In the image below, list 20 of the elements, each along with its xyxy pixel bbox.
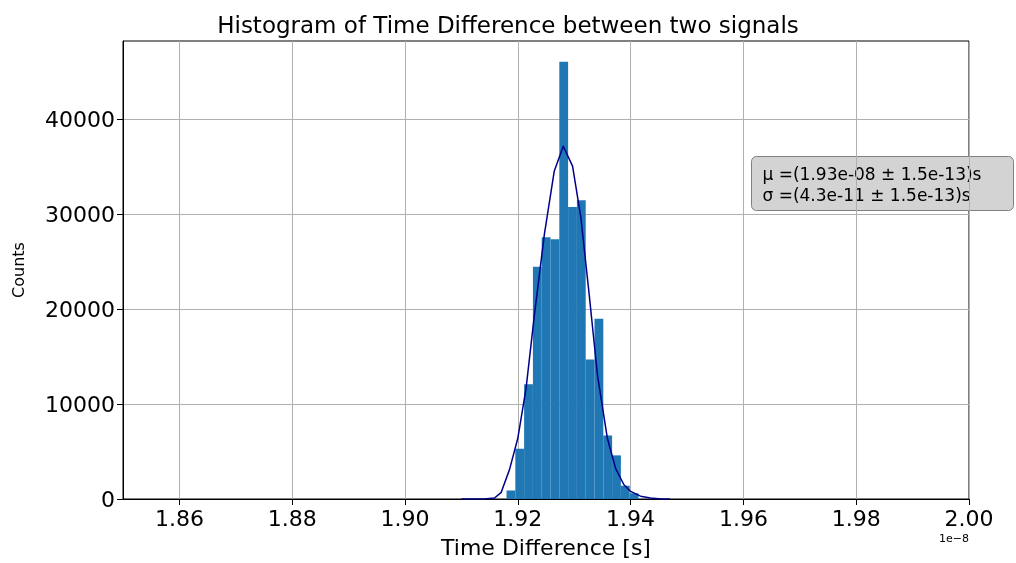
- chart-title: Histogram of Time Difference between two signals: [217, 11, 799, 38]
- x-tick-label: 1.92: [493, 505, 543, 531]
- x-tick-label: 2.00: [944, 505, 994, 531]
- y-axis-title: Counts: [8, 242, 28, 298]
- y-tick-label: 30000: [45, 202, 115, 228]
- annotation: σ =(4.3e-11 ± 1.5e-13)s: [762, 185, 971, 205]
- x-tick-label: 1.96: [718, 505, 768, 531]
- x-tick-label: 1.88: [267, 505, 317, 531]
- text: 1e−8: [939, 532, 969, 545]
- y-tick-label: 0: [101, 486, 115, 512]
- x-tick-label: 1.86: [154, 505, 204, 531]
- annotation: μ =(1.93e-08 ± 1.5e-13)s: [762, 164, 982, 184]
- y-tick-label: 40000: [45, 107, 115, 133]
- y-tick-label: 10000: [45, 391, 115, 417]
- x-tick-label: 1.98: [831, 505, 881, 531]
- x-tick-label: 1.94: [606, 505, 656, 531]
- y-tick-label: 20000: [45, 296, 115, 322]
- line-series: [460, 145, 671, 500]
- x-tick-label: 1.90: [380, 505, 430, 531]
- x-axis-title: Time Difference [s]: [440, 534, 651, 560]
